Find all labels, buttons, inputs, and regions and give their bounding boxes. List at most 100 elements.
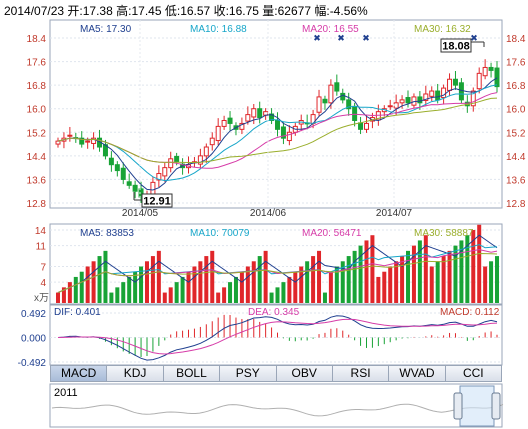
candle-body bbox=[126, 181, 132, 186]
candle-body bbox=[227, 117, 233, 124]
date-tick: 2014/07 bbox=[376, 208, 413, 219]
candle-body bbox=[269, 113, 275, 122]
macd-y-axis: 0.492 0.000 -0.492 bbox=[18, 309, 47, 369]
price-y-tick: 17.6 bbox=[506, 58, 526, 69]
volume-bar bbox=[429, 266, 434, 303]
volume-bar bbox=[334, 266, 339, 303]
volume-bar bbox=[186, 271, 191, 303]
volume-bar bbox=[299, 266, 304, 303]
price-y-tick: 16.0 bbox=[27, 105, 47, 116]
candle-body bbox=[494, 67, 500, 88]
price-ma-label: MA5: 17.30 bbox=[80, 24, 132, 35]
macd-grid bbox=[50, 312, 502, 363]
candle-body bbox=[316, 96, 322, 113]
volume-bar bbox=[311, 256, 316, 303]
candle-body bbox=[358, 122, 364, 130]
tab-psy[interactable]: PSY bbox=[220, 366, 277, 381]
volume-ma-label: MA5: 83853 bbox=[80, 228, 134, 239]
volume-bar bbox=[394, 261, 399, 303]
high-value: 17.45 bbox=[131, 4, 162, 18]
volume-bar bbox=[328, 271, 333, 303]
volume-bar bbox=[180, 276, 185, 303]
open-value: 17.38 bbox=[82, 4, 113, 18]
macd-y-tick: 0.000 bbox=[21, 334, 46, 345]
volume-bar bbox=[168, 287, 173, 303]
close-value: 16.75 bbox=[228, 4, 259, 18]
ma-line bbox=[57, 77, 498, 191]
volume-bar bbox=[150, 256, 155, 303]
volume-bar bbox=[489, 261, 494, 303]
candle-body bbox=[203, 146, 209, 157]
volume-ma-label: MA10: 70079 bbox=[190, 228, 250, 239]
volume-bar bbox=[423, 235, 428, 303]
ma-line bbox=[57, 97, 498, 163]
macd-lines bbox=[57, 315, 498, 361]
overview-right-handle[interactable] bbox=[491, 392, 501, 420]
candle-body bbox=[476, 72, 482, 90]
volume-bar bbox=[495, 256, 499, 303]
candle-body bbox=[423, 93, 429, 101]
volume-y-axis: 14 11 7 4 bbox=[35, 226, 47, 289]
candle-body bbox=[405, 97, 411, 104]
overview-left-handle[interactable] bbox=[453, 392, 463, 420]
volume-bar bbox=[411, 245, 416, 303]
volume-bar bbox=[85, 266, 90, 303]
macd-label: DEA: 0.345 bbox=[248, 307, 300, 318]
volume-ma-labels: MA5: 83853 MA10: 70079 MA20: 56471 MA30: 58… bbox=[80, 228, 474, 239]
macd-y-tick: -0.492 bbox=[18, 358, 47, 369]
macd-label: MACD: 0.112 bbox=[440, 307, 500, 318]
tab-boll[interactable]: BOLL bbox=[164, 366, 221, 381]
volume-bar bbox=[73, 276, 78, 303]
volume-bar bbox=[156, 250, 161, 303]
volume-ma-lines bbox=[57, 234, 498, 294]
tab-obv[interactable]: OBV bbox=[277, 366, 333, 381]
volume-bar bbox=[198, 261, 203, 303]
volume-bar bbox=[127, 276, 132, 303]
price-y-tick: 12.8 bbox=[27, 199, 47, 210]
volume-bar bbox=[121, 282, 126, 303]
tab-rsi[interactable]: RSI bbox=[333, 366, 390, 381]
change-value: -4.56% bbox=[329, 4, 368, 18]
candlesticks bbox=[55, 59, 500, 205]
volume-bar bbox=[388, 266, 393, 303]
price-y-tick: 16.8 bbox=[506, 81, 526, 92]
volume-bar bbox=[352, 250, 357, 303]
candle-body bbox=[399, 99, 405, 104]
volume-bar bbox=[346, 256, 351, 303]
candle-body bbox=[441, 87, 447, 99]
volume-bar bbox=[340, 261, 345, 303]
volume-bar bbox=[269, 292, 274, 303]
indicator-tabs: MACD KDJ BOLL PSY OBV RSI WVAD CCI bbox=[50, 365, 502, 382]
price-y-tick: 16.8 bbox=[27, 81, 47, 92]
tab-cci[interactable]: CCI bbox=[462, 366, 484, 380]
volume-bar bbox=[453, 245, 458, 303]
candle-body bbox=[91, 137, 97, 144]
candle-body bbox=[239, 122, 245, 130]
volume-y-tick: 11 bbox=[36, 242, 47, 253]
volume-bar bbox=[376, 276, 381, 303]
price-y-tick: 12.8 bbox=[506, 199, 526, 210]
price-y-tick: 15.2 bbox=[27, 128, 47, 139]
volume-bar bbox=[483, 266, 488, 303]
volume-bar bbox=[358, 245, 363, 303]
volume-bar bbox=[210, 250, 215, 303]
volume-bar bbox=[293, 271, 298, 303]
candle-body bbox=[251, 108, 257, 118]
volume-bar bbox=[162, 292, 167, 303]
volume-ma-line bbox=[57, 234, 498, 294]
volume-bar bbox=[322, 292, 327, 303]
quote-date: 2014/07/23 bbox=[4, 4, 65, 18]
volume-bar bbox=[465, 235, 470, 303]
overview-selection[interactable] bbox=[459, 385, 495, 427]
volume-bar bbox=[109, 292, 114, 303]
volume-bar bbox=[56, 292, 60, 303]
volume-bar bbox=[287, 276, 292, 303]
candle-body bbox=[429, 90, 435, 97]
tab-kdj[interactable]: KDJ bbox=[107, 366, 164, 381]
tab-macd[interactable]: MACD bbox=[51, 366, 108, 381]
volume-bar bbox=[263, 250, 268, 303]
candle-body bbox=[221, 120, 227, 127]
volume-bar bbox=[228, 282, 233, 303]
tab-wvad[interactable]: WVAD bbox=[389, 366, 446, 381]
candle-body bbox=[334, 82, 340, 92]
